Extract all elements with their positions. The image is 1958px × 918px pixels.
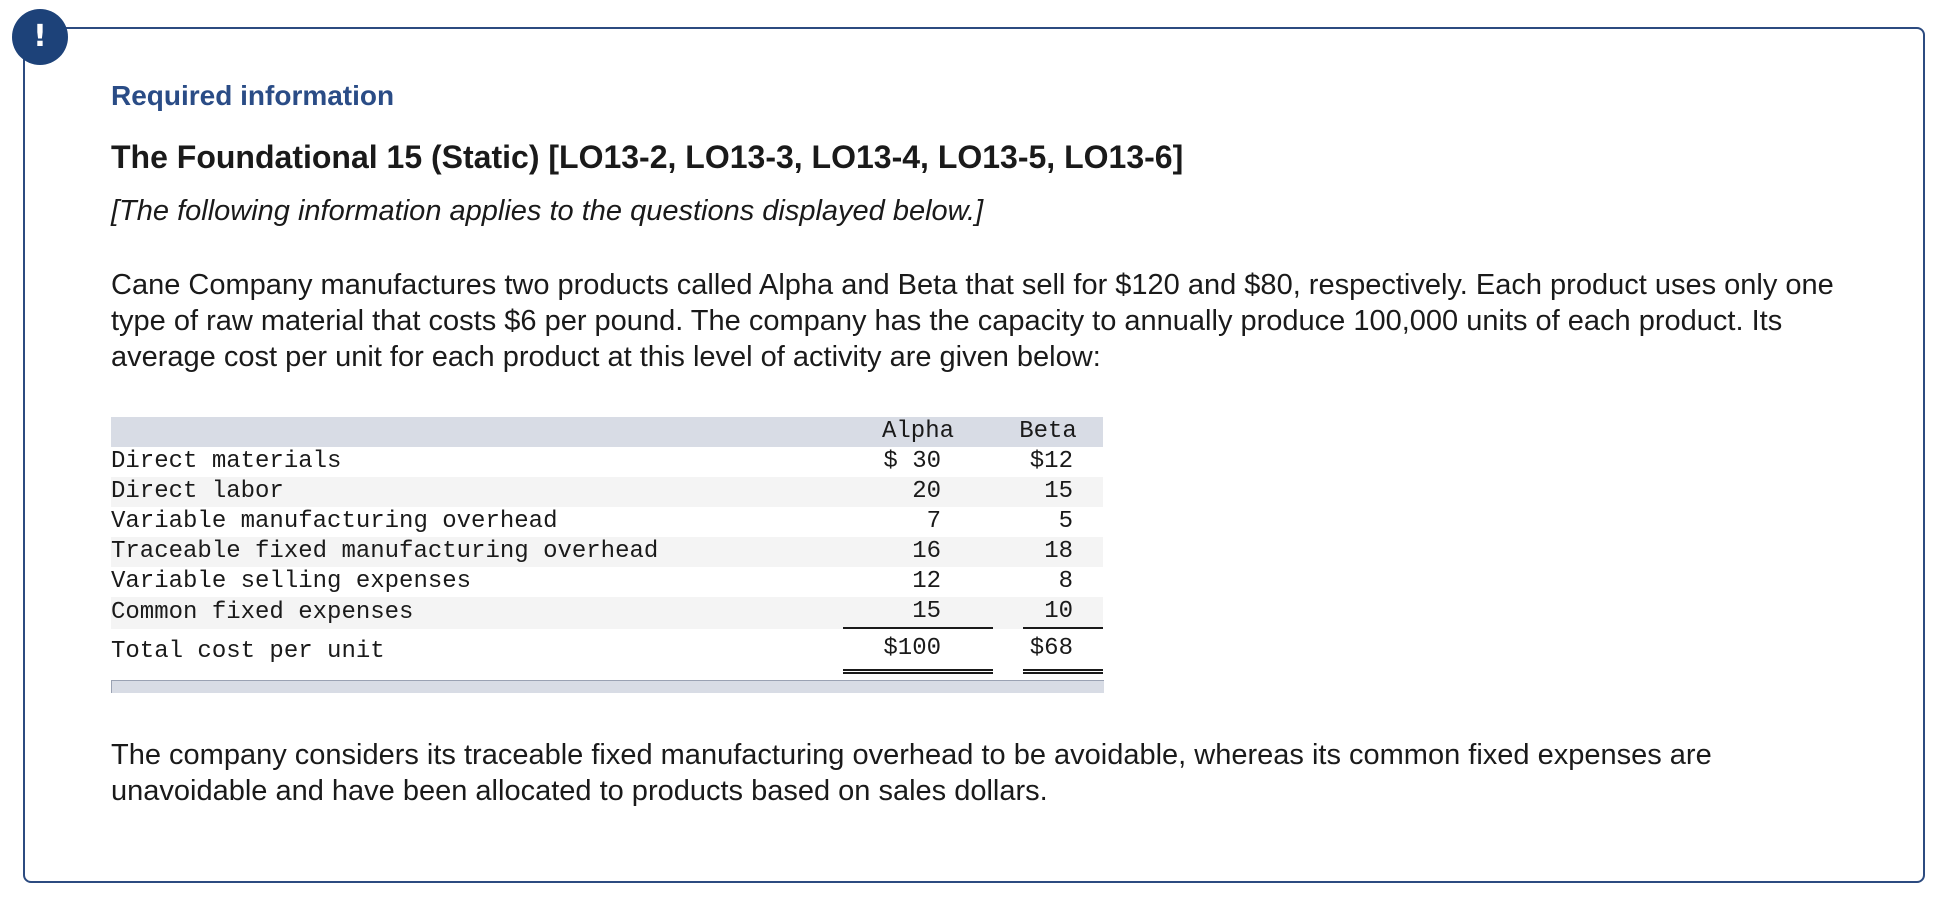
header-blank <box>111 417 843 447</box>
table-row: Direct labor 20 15 <box>111 477 1103 507</box>
alpha-value: 12 <box>912 568 941 595</box>
row-label: Direct labor <box>111 478 284 505</box>
table-row: Common fixed expenses 15 10 <box>111 597 1103 629</box>
problem-title: The Foundational 15 (Static) [LO13-2, LO… <box>111 139 1184 175</box>
alpha-value: 16 <box>912 538 941 565</box>
row-label: Direct materials <box>111 448 342 475</box>
alpha-total: $100 <box>843 629 993 674</box>
table-footer-bar <box>111 680 1104 693</box>
total-row: Total cost per unit $100 $68 <box>111 629 1103 674</box>
required-information-card: Required information The Foundational 15… <box>23 27 1925 883</box>
row-label: Variable selling expenses <box>111 568 472 595</box>
alpha-value: 20 <box>912 478 941 505</box>
cost-table-container: Alpha Beta Direct materials $ 30 $12 Dir… <box>111 417 1104 693</box>
applies-note: [The following information applies to th… <box>111 195 984 227</box>
total-label: Total cost per unit <box>111 637 385 665</box>
beta-value: 5 <box>1058 508 1073 535</box>
alert-icon: ! <box>12 9 68 65</box>
intro-paragraph: Cane Company manufactures two products c… <box>111 269 1834 373</box>
beta-value: 18 <box>1044 538 1073 565</box>
beta-value: 8 <box>1058 568 1073 595</box>
table-row: Traceable fixed manufacturing overhead 1… <box>111 537 1103 567</box>
beta-value: $12 <box>1029 448 1073 475</box>
column-header-alpha: Alpha <box>881 418 954 445</box>
beta-total: $68 <box>1023 629 1103 674</box>
card-content: Required information The Foundational 15… <box>111 79 1911 809</box>
alpha-value: $ 30 <box>883 448 941 475</box>
alpha-value: 7 <box>926 508 941 535</box>
table-header-row: Alpha Beta <box>111 417 1103 447</box>
table-row: Variable manufacturing overhead 7 5 <box>111 507 1103 537</box>
cost-per-unit-table: Alpha Beta Direct materials $ 30 $12 Dir… <box>111 417 1103 674</box>
required-information-heading: Required information <box>111 80 395 111</box>
alpha-value: 15 <box>843 597 993 629</box>
row-label: Traceable fixed manufacturing overhead <box>111 538 659 565</box>
column-header-beta: Beta <box>1019 418 1077 445</box>
row-label: Variable manufacturing overhead <box>111 508 558 535</box>
table-row: Variable selling expenses 12 8 <box>111 567 1103 597</box>
beta-value: 15 <box>1044 478 1073 505</box>
table-row: Direct materials $ 30 $12 <box>111 447 1103 477</box>
closing-paragraph: The company considers its traceable fixe… <box>111 739 1712 807</box>
beta-value: 10 <box>1023 597 1103 629</box>
row-label: Common fixed expenses <box>111 599 414 626</box>
